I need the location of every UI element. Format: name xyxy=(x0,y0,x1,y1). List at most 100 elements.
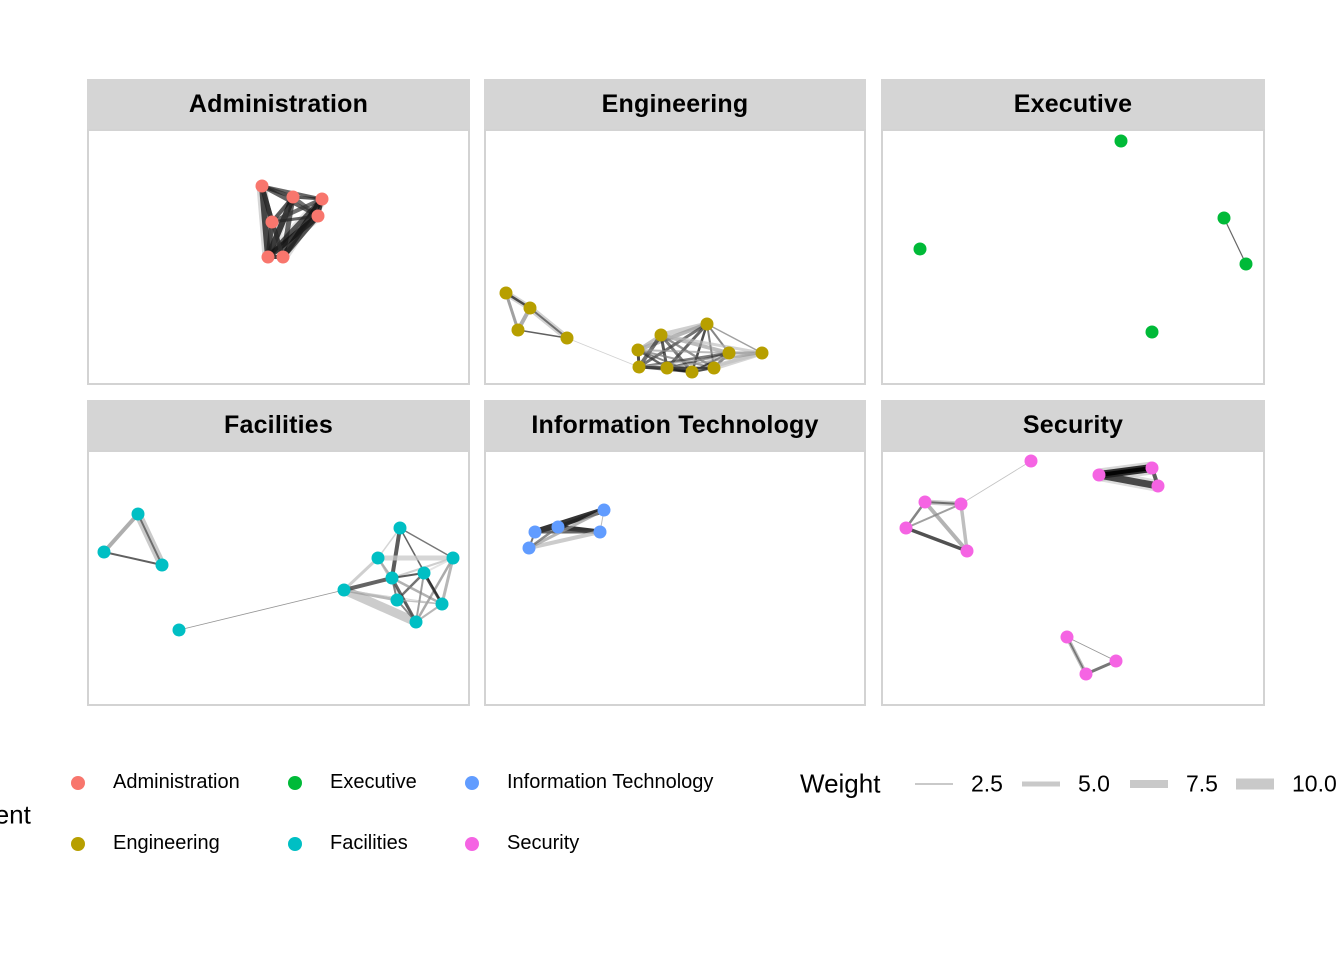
network-edge xyxy=(713,350,763,371)
network-edge xyxy=(391,576,443,606)
network-edge xyxy=(706,323,763,354)
network-node xyxy=(685,365,699,379)
facet-strip: Security xyxy=(881,400,1265,450)
network-node xyxy=(1151,479,1165,493)
facet-strip: Facilities xyxy=(87,400,470,450)
weight-key-line-icon xyxy=(1130,780,1168,788)
facet-engineering: Engineering xyxy=(484,79,866,385)
network-edge xyxy=(1066,636,1117,662)
network-node xyxy=(155,558,169,572)
network-edge xyxy=(637,349,715,369)
legend-item-label: Administration xyxy=(113,771,240,793)
network-edge xyxy=(415,572,425,623)
network-edge xyxy=(137,513,163,566)
legend-item-label: Executive xyxy=(330,771,417,793)
network-node xyxy=(131,507,145,521)
network-node xyxy=(97,545,111,559)
network-edge xyxy=(528,508,605,550)
network-node xyxy=(1109,654,1123,668)
weight-legend-title: Weight xyxy=(800,768,881,799)
network-node xyxy=(1145,461,1159,475)
network-edge xyxy=(440,557,455,605)
facet-facilities: Facilities xyxy=(87,400,470,706)
network-node xyxy=(1145,325,1159,339)
network-node xyxy=(1092,468,1106,482)
network-edge xyxy=(923,500,969,553)
network-node xyxy=(417,566,431,580)
network-node xyxy=(435,597,449,611)
network-edge xyxy=(960,460,1032,505)
network-node xyxy=(1060,630,1074,644)
network-node xyxy=(1079,667,1093,681)
network-node xyxy=(390,593,404,607)
facet-panel xyxy=(484,450,866,706)
network-edge xyxy=(342,556,380,592)
weight-item-label: 5.0 xyxy=(1078,770,1110,797)
network-node xyxy=(755,346,769,360)
network-node xyxy=(276,250,290,264)
legend-key-dot-icon xyxy=(465,837,479,851)
network-node xyxy=(311,209,325,223)
legend-item-label: Facilities xyxy=(330,832,408,854)
network-edge xyxy=(660,333,763,355)
network-node xyxy=(522,541,536,555)
network-edge xyxy=(637,349,730,354)
facet-strip: Executive xyxy=(881,79,1265,129)
network-edge xyxy=(1223,217,1247,265)
network-edge xyxy=(399,527,454,559)
network-edge xyxy=(1066,636,1087,675)
weight-item-label: 7.5 xyxy=(1186,770,1218,797)
facet-title: Executive xyxy=(1013,89,1133,118)
legend-item-label: Engineering xyxy=(113,832,220,854)
legend-item-label: Information Technology xyxy=(507,771,714,793)
network-edge xyxy=(343,576,393,592)
network-node xyxy=(660,361,674,375)
network-node xyxy=(337,583,351,597)
weight-item-label: 2.5 xyxy=(971,770,1003,797)
network-node xyxy=(918,495,932,509)
facet-strip: Engineering xyxy=(484,79,866,129)
legend-key-dot-icon xyxy=(288,837,302,851)
network-edge xyxy=(1098,471,1159,490)
network-node xyxy=(632,360,646,374)
weight-key-line-icon xyxy=(1022,781,1060,787)
facet-title: Security xyxy=(1022,410,1124,439)
network-node xyxy=(1217,211,1231,225)
network-node xyxy=(261,250,275,264)
network-node xyxy=(1239,257,1253,271)
facet-title: Administration xyxy=(188,89,369,118)
network-edge xyxy=(566,337,640,368)
network-edge xyxy=(390,527,402,579)
network-node xyxy=(446,551,460,565)
network-edge xyxy=(281,214,320,259)
network-edge xyxy=(178,589,345,631)
facet-panel xyxy=(484,129,866,385)
network-node xyxy=(286,190,300,204)
network-edge xyxy=(517,329,568,339)
network-node xyxy=(560,331,574,345)
network-node xyxy=(385,571,399,585)
legend-key-dot-icon xyxy=(71,837,85,851)
network-plot xyxy=(255,179,329,264)
legend-key-dot-icon xyxy=(288,776,302,790)
network-node xyxy=(1024,454,1038,468)
facet-information-technology: Information Technology xyxy=(484,400,866,706)
network-edge xyxy=(638,322,708,369)
facet-panel xyxy=(881,450,1265,706)
department-legend-title: Department xyxy=(0,799,31,830)
network-node xyxy=(409,615,423,629)
legend-key-dot-icon xyxy=(465,776,479,790)
network-plot xyxy=(913,134,1253,339)
network-node xyxy=(913,242,927,256)
network-node xyxy=(700,317,714,331)
network-node xyxy=(528,525,542,539)
weight-key-line-icon xyxy=(1236,778,1274,790)
network-node xyxy=(654,328,668,342)
network-edge xyxy=(396,599,443,605)
network-node xyxy=(523,301,537,315)
network-node xyxy=(722,346,736,360)
weight-item-label: 10.0 xyxy=(1292,770,1337,797)
network-node xyxy=(597,503,611,517)
facet-strip: Information Technology xyxy=(484,400,866,450)
legend-item-label: Security xyxy=(507,832,580,854)
